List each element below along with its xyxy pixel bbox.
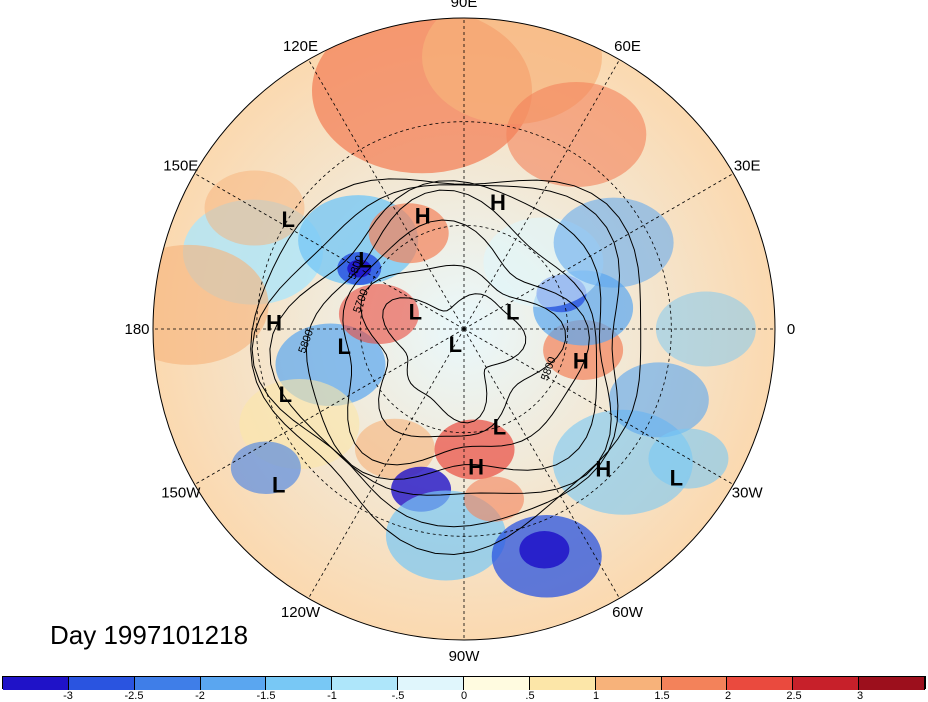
colorbar-tick-label: 3 xyxy=(856,690,864,702)
high-pressure-marker: H xyxy=(490,190,506,215)
contour-lines xyxy=(250,178,642,556)
high-pressure-marker: H xyxy=(415,203,431,228)
high-pressure-marker: H xyxy=(595,456,611,481)
lon-label: 120E xyxy=(283,38,318,55)
colorbar-swatch xyxy=(398,677,465,690)
colorbar-tick-label: -3 xyxy=(63,690,73,702)
colorbar-swatch xyxy=(266,677,333,690)
colorbar-swatch xyxy=(661,677,728,690)
colorbar-ticks: -3 -2.5 -2 -1.5 -1 -.5 0 .5 1 1.5 2 2.5 3 xyxy=(0,690,928,702)
high-pressure-marker: H xyxy=(266,310,282,335)
lon-label: 90W xyxy=(449,648,481,665)
colorbar-tick-label: .5 xyxy=(525,690,535,702)
map-boundary xyxy=(152,17,776,641)
lon-label: 180 xyxy=(124,321,149,338)
colorbar-swatch xyxy=(332,677,399,690)
low-pressure-marker: L xyxy=(506,299,519,324)
lon-label: 90E xyxy=(451,0,478,11)
colorbar-tick-label: -.5 xyxy=(391,690,405,702)
low-pressure-marker: L xyxy=(493,414,506,439)
colorbar-tick-label: -1.5 xyxy=(256,690,276,702)
high-pressure-marker: H xyxy=(573,348,589,373)
colorbar-tick-label: -2.5 xyxy=(124,690,144,702)
colorbar-tick-label: -2 xyxy=(195,690,205,702)
lat-lon-grid xyxy=(153,18,775,640)
colorbar-swatch xyxy=(68,677,135,690)
colorbar-swatch xyxy=(134,677,201,690)
colorbar-tick-label: 0 xyxy=(460,690,468,702)
low-pressure-marker: L xyxy=(338,334,351,359)
longitude-labels: 90E 60E 30E 0 30W 60W 90W 120W 150W 180 150E 120E xyxy=(124,0,795,665)
lon-label: 150E xyxy=(163,158,198,175)
lon-label: 150W xyxy=(161,485,201,502)
colorbar-swatch xyxy=(727,677,794,690)
date-title: Day 1997101218 xyxy=(50,620,249,650)
lon-label: 60W xyxy=(612,604,644,621)
colorbar-tick-label: 1 xyxy=(592,690,600,702)
lon-label: 30W xyxy=(732,485,764,502)
low-pressure-marker: L xyxy=(409,299,422,324)
lon-label: 60E xyxy=(614,38,641,55)
low-pressure-marker: L xyxy=(281,207,294,232)
colorbar-swatch xyxy=(529,677,596,690)
low-pressure-marker: L xyxy=(279,382,292,407)
colorbar xyxy=(2,676,926,690)
lon-label: 30E xyxy=(734,158,761,175)
colorbar-swatch xyxy=(200,677,267,690)
colorbar-swatch xyxy=(595,677,662,690)
high-pressure-marker: H xyxy=(468,455,484,480)
lon-label: 0 xyxy=(787,321,795,338)
colorbar-tick-label: -1 xyxy=(327,690,337,702)
lon-label: 120W xyxy=(281,604,321,621)
colorbar-tick-label: 1.5 xyxy=(654,690,670,702)
low-pressure-marker: L xyxy=(670,466,683,491)
colorbar-swatch xyxy=(464,677,530,690)
colorbar-swatch xyxy=(3,677,69,690)
colorbar-swatch xyxy=(793,677,860,690)
colorbar-tick-label: 2 xyxy=(724,690,732,702)
colorbar-swatch xyxy=(859,677,926,690)
low-pressure-marker: L xyxy=(272,472,285,497)
low-pressure-marker: L xyxy=(449,332,462,357)
anomaly-field xyxy=(153,18,775,640)
low-pressure-marker: L xyxy=(358,248,371,273)
colorbar-tick-label: 2.5 xyxy=(786,690,802,702)
